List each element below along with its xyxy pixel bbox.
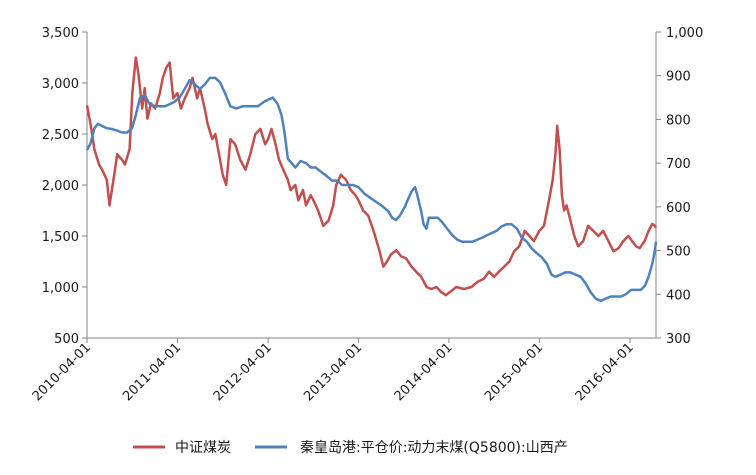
- right-y-tick-label: 600: [666, 201, 691, 216]
- right-y-tick-label: 800: [666, 113, 691, 128]
- legend-label-2: 秦皇岛港:平仓价:动力末煤(Q5800):山西产: [300, 440, 568, 456]
- right-y-tick-label: 300: [666, 332, 691, 347]
- legend-label-1: 中证煤炭: [175, 440, 231, 456]
- series-line-2: [85, 76, 658, 303]
- right-y-tick-label: 500: [666, 245, 691, 260]
- left-y-tick-label: 500: [54, 332, 79, 347]
- left-y-tick-label: 1,500: [42, 230, 79, 245]
- left-y-tick-label: 2,000: [42, 179, 79, 194]
- left-y-tick-label: 3,000: [42, 77, 79, 92]
- right-y-tick-label: 700: [666, 157, 691, 172]
- left-y-tick-label: 3,500: [42, 26, 79, 41]
- right-y-tick-label: 1,000: [666, 26, 703, 41]
- right-y-tick-label: 400: [666, 288, 691, 303]
- left-y-tick-label: 2,500: [42, 128, 79, 143]
- series-line-1: [85, 56, 658, 297]
- left-y-tick-label: 1,000: [42, 281, 79, 296]
- right-y-tick-label: 900: [666, 70, 691, 85]
